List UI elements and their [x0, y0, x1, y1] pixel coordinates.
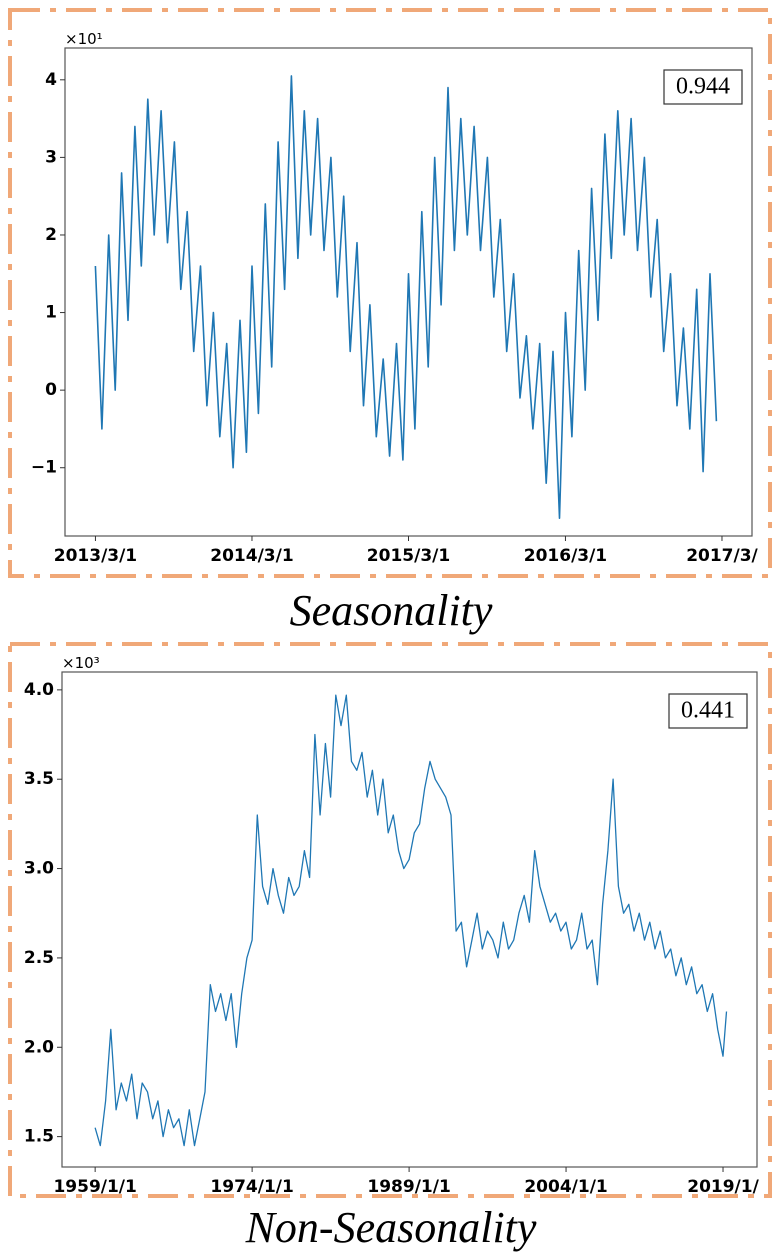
caption: Seasonality [290, 586, 493, 635]
x-tick-label: 1974/1/1 [210, 1177, 293, 1197]
frame [8, 8, 772, 578]
y-tick-label: 2.5 [24, 948, 54, 968]
annotation: 0.944 [676, 74, 730, 100]
x-tick-label: 2014/3/1 [210, 546, 293, 566]
data-line [94, 694, 728, 1147]
annotation-box [668, 693, 748, 729]
y-tick-label: 1 [45, 303, 57, 323]
x-tick-label: 2015/3/1 [367, 546, 450, 566]
y-tick-label: 3 [45, 147, 57, 167]
x-tick-label: 2013/3/1 [54, 546, 137, 566]
x-tick-label: 1959/1/1 [53, 1177, 136, 1197]
y-tick-label: 4.0 [24, 680, 54, 700]
plot-area [61, 671, 758, 1168]
caption: Non-Seasonality [245, 1203, 537, 1252]
y-multiplier: ×10¹ [65, 30, 103, 48]
annotation: 0.441 [681, 698, 735, 724]
y-tick-label: 4 [45, 70, 57, 90]
y-multiplier: ×10³ [62, 654, 100, 672]
y-tick-label: 2 [45, 225, 57, 245]
x-tick-label: 1989/1/1 [367, 1177, 450, 1197]
y-tick-label: 2.0 [24, 1037, 54, 1057]
y-tick-label: 3.0 [24, 859, 54, 879]
annotation-box [663, 69, 743, 105]
y-tick-label: −1 [31, 458, 57, 478]
x-tick-label: 2017/3/ [686, 546, 758, 566]
y-tick-label: 1.5 [24, 1127, 54, 1147]
data-line [94, 75, 718, 519]
frame [8, 642, 772, 1198]
x-tick-label: 2016/3/1 [524, 546, 607, 566]
x-tick-label: 2019/1/ [687, 1177, 759, 1197]
x-tick-label: 2004/1/1 [524, 1177, 607, 1197]
y-tick-label: 3.5 [24, 769, 54, 789]
y-tick-label: 0 [45, 380, 57, 400]
